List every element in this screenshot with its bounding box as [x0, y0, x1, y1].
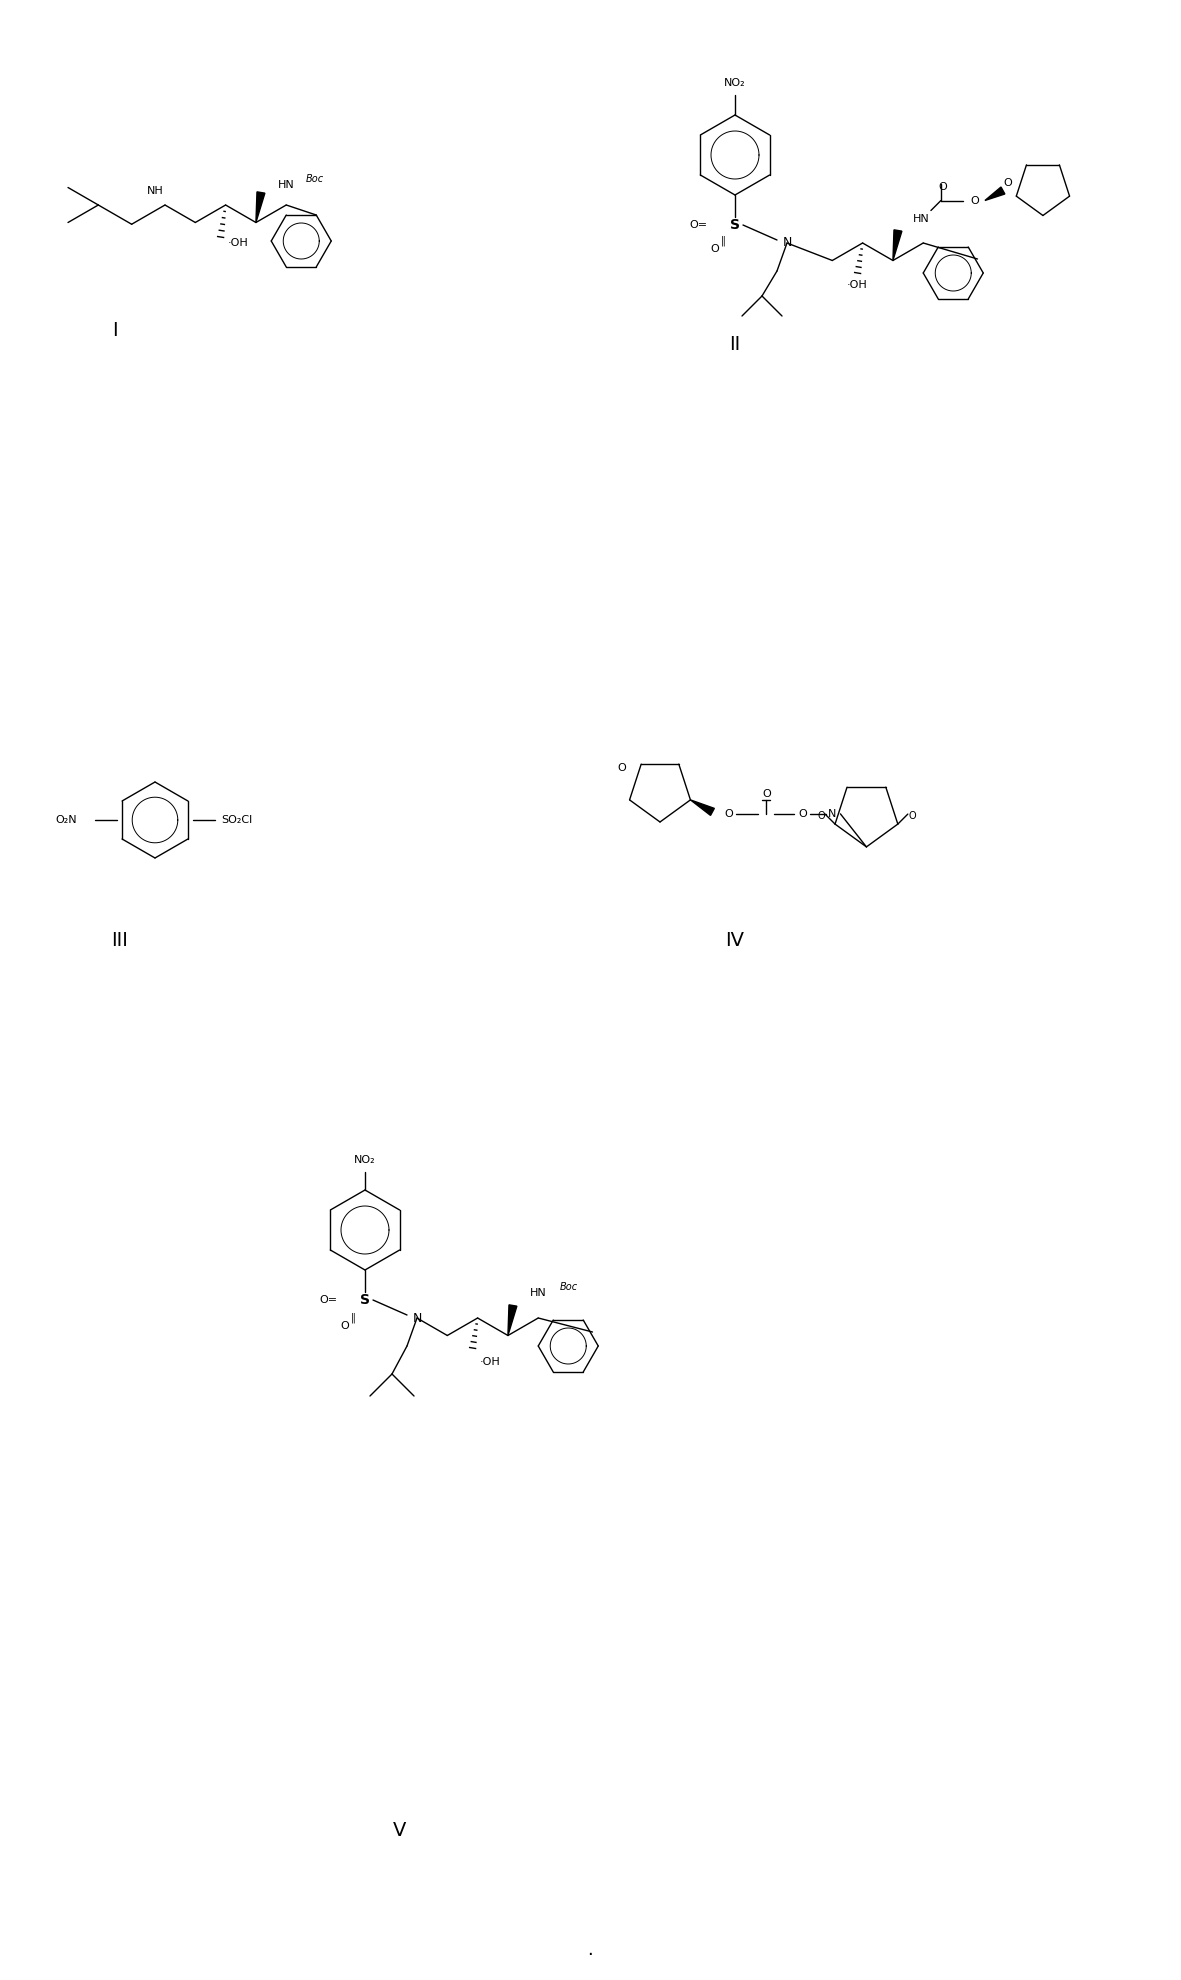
Text: O: O — [340, 1321, 350, 1331]
Text: O: O — [817, 812, 824, 822]
Text: O: O — [939, 182, 947, 192]
Text: IV: IV — [725, 931, 744, 950]
Text: II: II — [730, 335, 740, 354]
Polygon shape — [691, 800, 715, 816]
Text: HN: HN — [278, 180, 295, 190]
Text: N: N — [412, 1311, 422, 1325]
Text: O: O — [711, 244, 719, 253]
Text: ·OH: ·OH — [228, 238, 248, 248]
Text: ·OH: ·OH — [847, 279, 868, 289]
Text: O: O — [618, 762, 626, 772]
Text: SO₂Cl: SO₂Cl — [221, 816, 253, 826]
Text: HN: HN — [530, 1289, 547, 1299]
Text: Boc: Boc — [560, 1283, 578, 1293]
Text: V: V — [393, 1820, 406, 1839]
Text: .: . — [587, 1940, 593, 1958]
Text: O: O — [762, 788, 771, 798]
Text: S: S — [730, 218, 740, 232]
Polygon shape — [508, 1305, 517, 1335]
Text: O: O — [724, 810, 732, 820]
Polygon shape — [256, 192, 265, 222]
Polygon shape — [985, 186, 1005, 200]
Text: O: O — [798, 810, 807, 820]
Text: O: O — [971, 196, 979, 206]
Text: ·OH: ·OH — [479, 1356, 501, 1366]
Text: O₂N: O₂N — [56, 816, 77, 826]
Text: NH: NH — [146, 186, 163, 196]
Text: O=: O= — [689, 220, 707, 230]
Text: O: O — [908, 812, 915, 822]
Text: O=: O= — [319, 1295, 337, 1305]
Text: Boc: Boc — [306, 174, 324, 184]
Text: N: N — [828, 810, 836, 820]
Text: N: N — [782, 236, 791, 249]
Text: HN: HN — [913, 214, 929, 224]
Text: ‖: ‖ — [720, 236, 725, 246]
Text: NO₂: NO₂ — [354, 1154, 376, 1164]
Polygon shape — [893, 230, 902, 261]
Text: I: I — [112, 321, 118, 339]
Text: NO₂: NO₂ — [724, 77, 746, 87]
Text: III: III — [111, 931, 129, 950]
Text: O: O — [1004, 178, 1012, 188]
Text: S: S — [360, 1293, 370, 1307]
Text: ‖: ‖ — [351, 1313, 355, 1323]
